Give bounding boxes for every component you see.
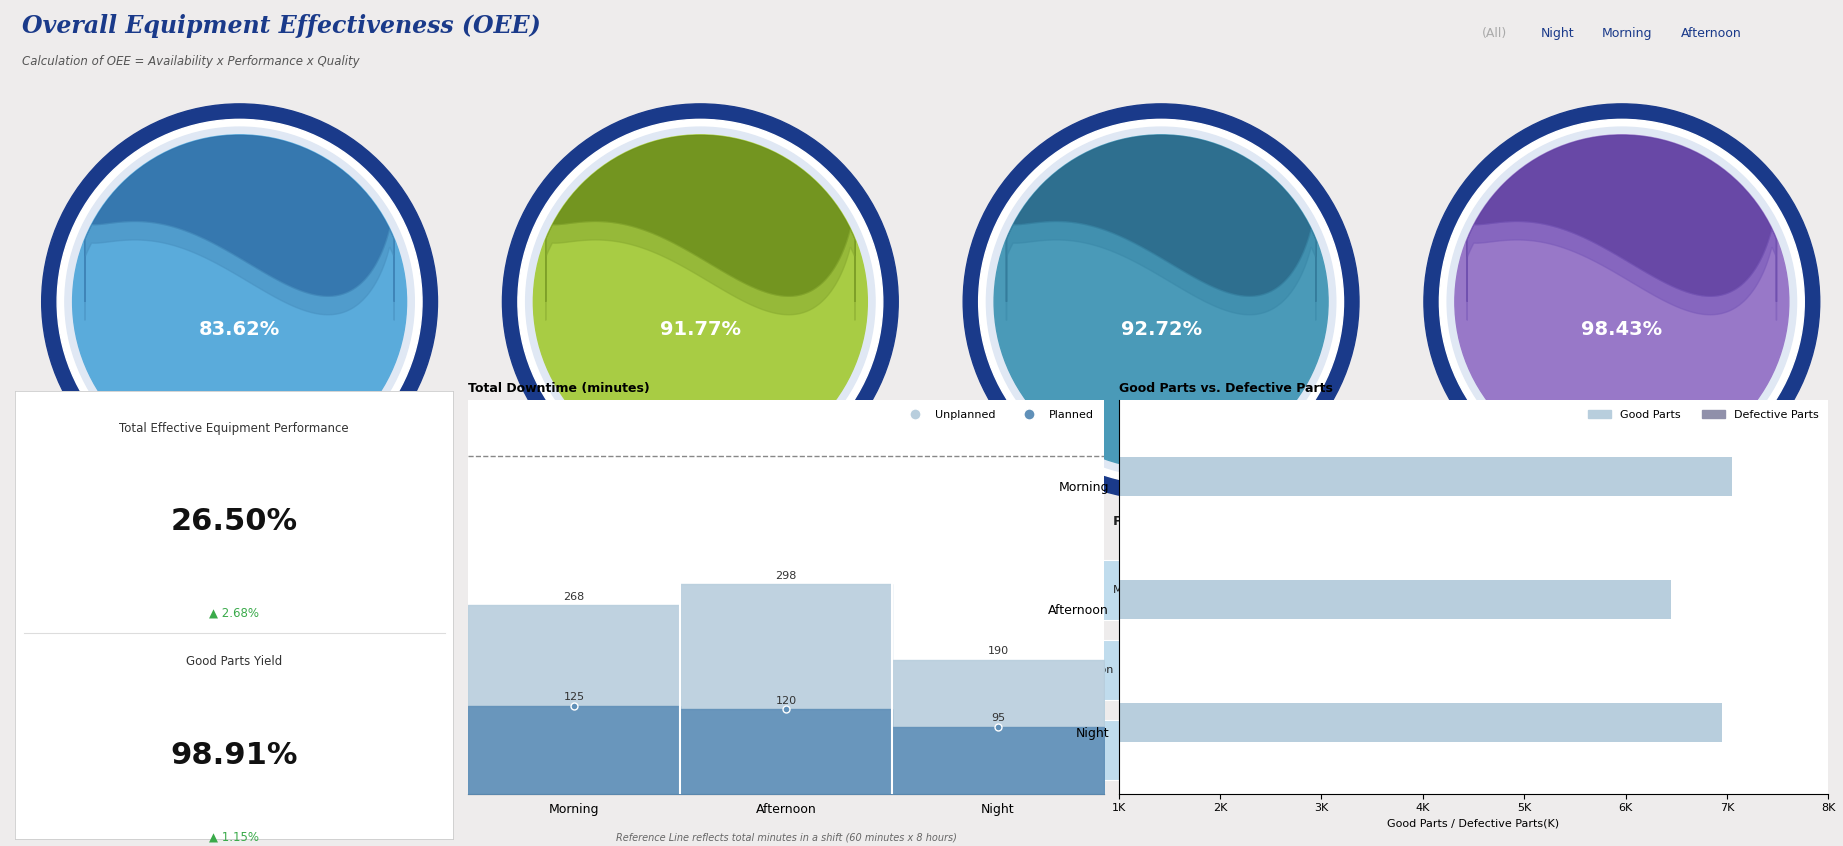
- FancyBboxPatch shape: [949, 640, 1226, 700]
- FancyBboxPatch shape: [1410, 720, 1644, 779]
- Legend: Unplanned, Planned: Unplanned, Planned: [899, 406, 1098, 425]
- Text: 98.43%: 98.43%: [1581, 320, 1662, 339]
- Bar: [1017, 457, 1732, 496]
- Polygon shape: [1467, 222, 1777, 321]
- Text: Total Effective Equipment Performance: Total Effective Equipment Performance: [120, 422, 348, 435]
- FancyBboxPatch shape: [949, 720, 1152, 779]
- Polygon shape: [546, 135, 855, 302]
- Circle shape: [964, 104, 1358, 500]
- Bar: [1017, 702, 1721, 742]
- FancyBboxPatch shape: [28, 560, 358, 620]
- Polygon shape: [1006, 222, 1316, 321]
- Text: Performance: Performance: [1113, 515, 1209, 528]
- Text: 120: 120: [776, 695, 796, 706]
- Circle shape: [65, 127, 415, 476]
- Circle shape: [993, 135, 1329, 469]
- Bar: [1017, 493, 1051, 516]
- X-axis label: Good Parts / Defective Parts(K): Good Parts / Defective Parts(K): [1388, 819, 1559, 829]
- Text: Morning: Morning: [645, 585, 691, 595]
- Text: 125: 125: [564, 692, 584, 702]
- Polygon shape: [546, 222, 855, 321]
- Circle shape: [1425, 104, 1819, 500]
- Circle shape: [979, 119, 1344, 484]
- Text: Afternoon: Afternoon: [111, 665, 166, 675]
- Text: Morning: Morning: [170, 585, 216, 595]
- Circle shape: [42, 104, 437, 500]
- Text: Reference Line reflects total minutes in a shift (60 minutes x 8 hours): Reference Line reflects total minutes in…: [616, 832, 957, 843]
- Text: 95: 95: [992, 713, 1004, 723]
- Text: OEE: OEE: [225, 515, 254, 528]
- FancyBboxPatch shape: [488, 640, 743, 700]
- Text: Night: Night: [1036, 744, 1065, 755]
- Circle shape: [525, 127, 875, 476]
- Text: Quality: Quality: [1594, 515, 1649, 528]
- Bar: [1017, 739, 1051, 761]
- Text: Night: Night: [81, 744, 111, 755]
- FancyBboxPatch shape: [1410, 640, 1707, 700]
- Text: Morning: Morning: [1602, 27, 1651, 40]
- Polygon shape: [85, 222, 394, 321]
- FancyBboxPatch shape: [1410, 560, 1814, 620]
- Circle shape: [503, 104, 898, 500]
- Text: Good Parts vs. Defective Parts: Good Parts vs. Defective Parts: [1119, 382, 1332, 395]
- Legend: Good Parts, Defective Parts: Good Parts, Defective Parts: [1583, 406, 1823, 425]
- Text: Night: Night: [1541, 27, 1574, 40]
- Circle shape: [1439, 119, 1804, 484]
- Text: 190: 190: [988, 646, 1008, 656]
- Text: Afternoon: Afternoon: [1532, 665, 1585, 675]
- Text: ▲ 2.68%: ▲ 2.68%: [208, 606, 260, 619]
- Text: Morning: Morning: [1113, 585, 1157, 595]
- Bar: [1017, 617, 1045, 639]
- FancyBboxPatch shape: [28, 640, 249, 700]
- FancyBboxPatch shape: [949, 560, 1321, 620]
- Text: 98.91%: 98.91%: [170, 740, 299, 770]
- FancyBboxPatch shape: [488, 720, 678, 779]
- Polygon shape: [1467, 135, 1777, 302]
- Text: Good Parts Yield: Good Parts Yield: [186, 656, 282, 668]
- Text: 298: 298: [776, 570, 796, 580]
- Text: 92.72%: 92.72%: [1121, 320, 1202, 339]
- Text: (All): (All): [1482, 27, 1508, 40]
- Text: Afternoon: Afternoon: [588, 665, 643, 675]
- FancyBboxPatch shape: [488, 560, 848, 620]
- Bar: [1017, 580, 1672, 619]
- Text: Total Downtime (minutes): Total Downtime (minutes): [468, 382, 651, 395]
- Circle shape: [518, 119, 883, 484]
- Circle shape: [57, 119, 422, 484]
- Text: Calculation of OEE = Availability x Performance x Quality: Calculation of OEE = Availability x Perf…: [22, 55, 359, 68]
- Text: 91.77%: 91.77%: [660, 320, 741, 339]
- Circle shape: [533, 135, 868, 469]
- Circle shape: [1454, 135, 1790, 469]
- Text: Morning: Morning: [1589, 585, 1635, 595]
- Polygon shape: [85, 135, 394, 302]
- Circle shape: [72, 135, 407, 469]
- Text: Availability: Availability: [658, 515, 743, 528]
- Text: Night: Night: [569, 744, 599, 755]
- Text: ▲ 1.15%: ▲ 1.15%: [208, 830, 260, 843]
- Circle shape: [1447, 127, 1797, 476]
- Text: Overall Equipment Effectiveness (OEE): Overall Equipment Effectiveness (OEE): [22, 14, 540, 38]
- Text: 26.50%: 26.50%: [171, 508, 297, 536]
- Circle shape: [986, 127, 1336, 476]
- Text: Afternoon: Afternoon: [1681, 27, 1742, 40]
- Text: Afternoon: Afternoon: [1060, 665, 1115, 675]
- Text: 83.62%: 83.62%: [199, 320, 280, 339]
- Text: 268: 268: [564, 591, 584, 602]
- FancyBboxPatch shape: [28, 720, 164, 779]
- Text: Night: Night: [1511, 744, 1541, 755]
- Polygon shape: [1006, 135, 1316, 302]
